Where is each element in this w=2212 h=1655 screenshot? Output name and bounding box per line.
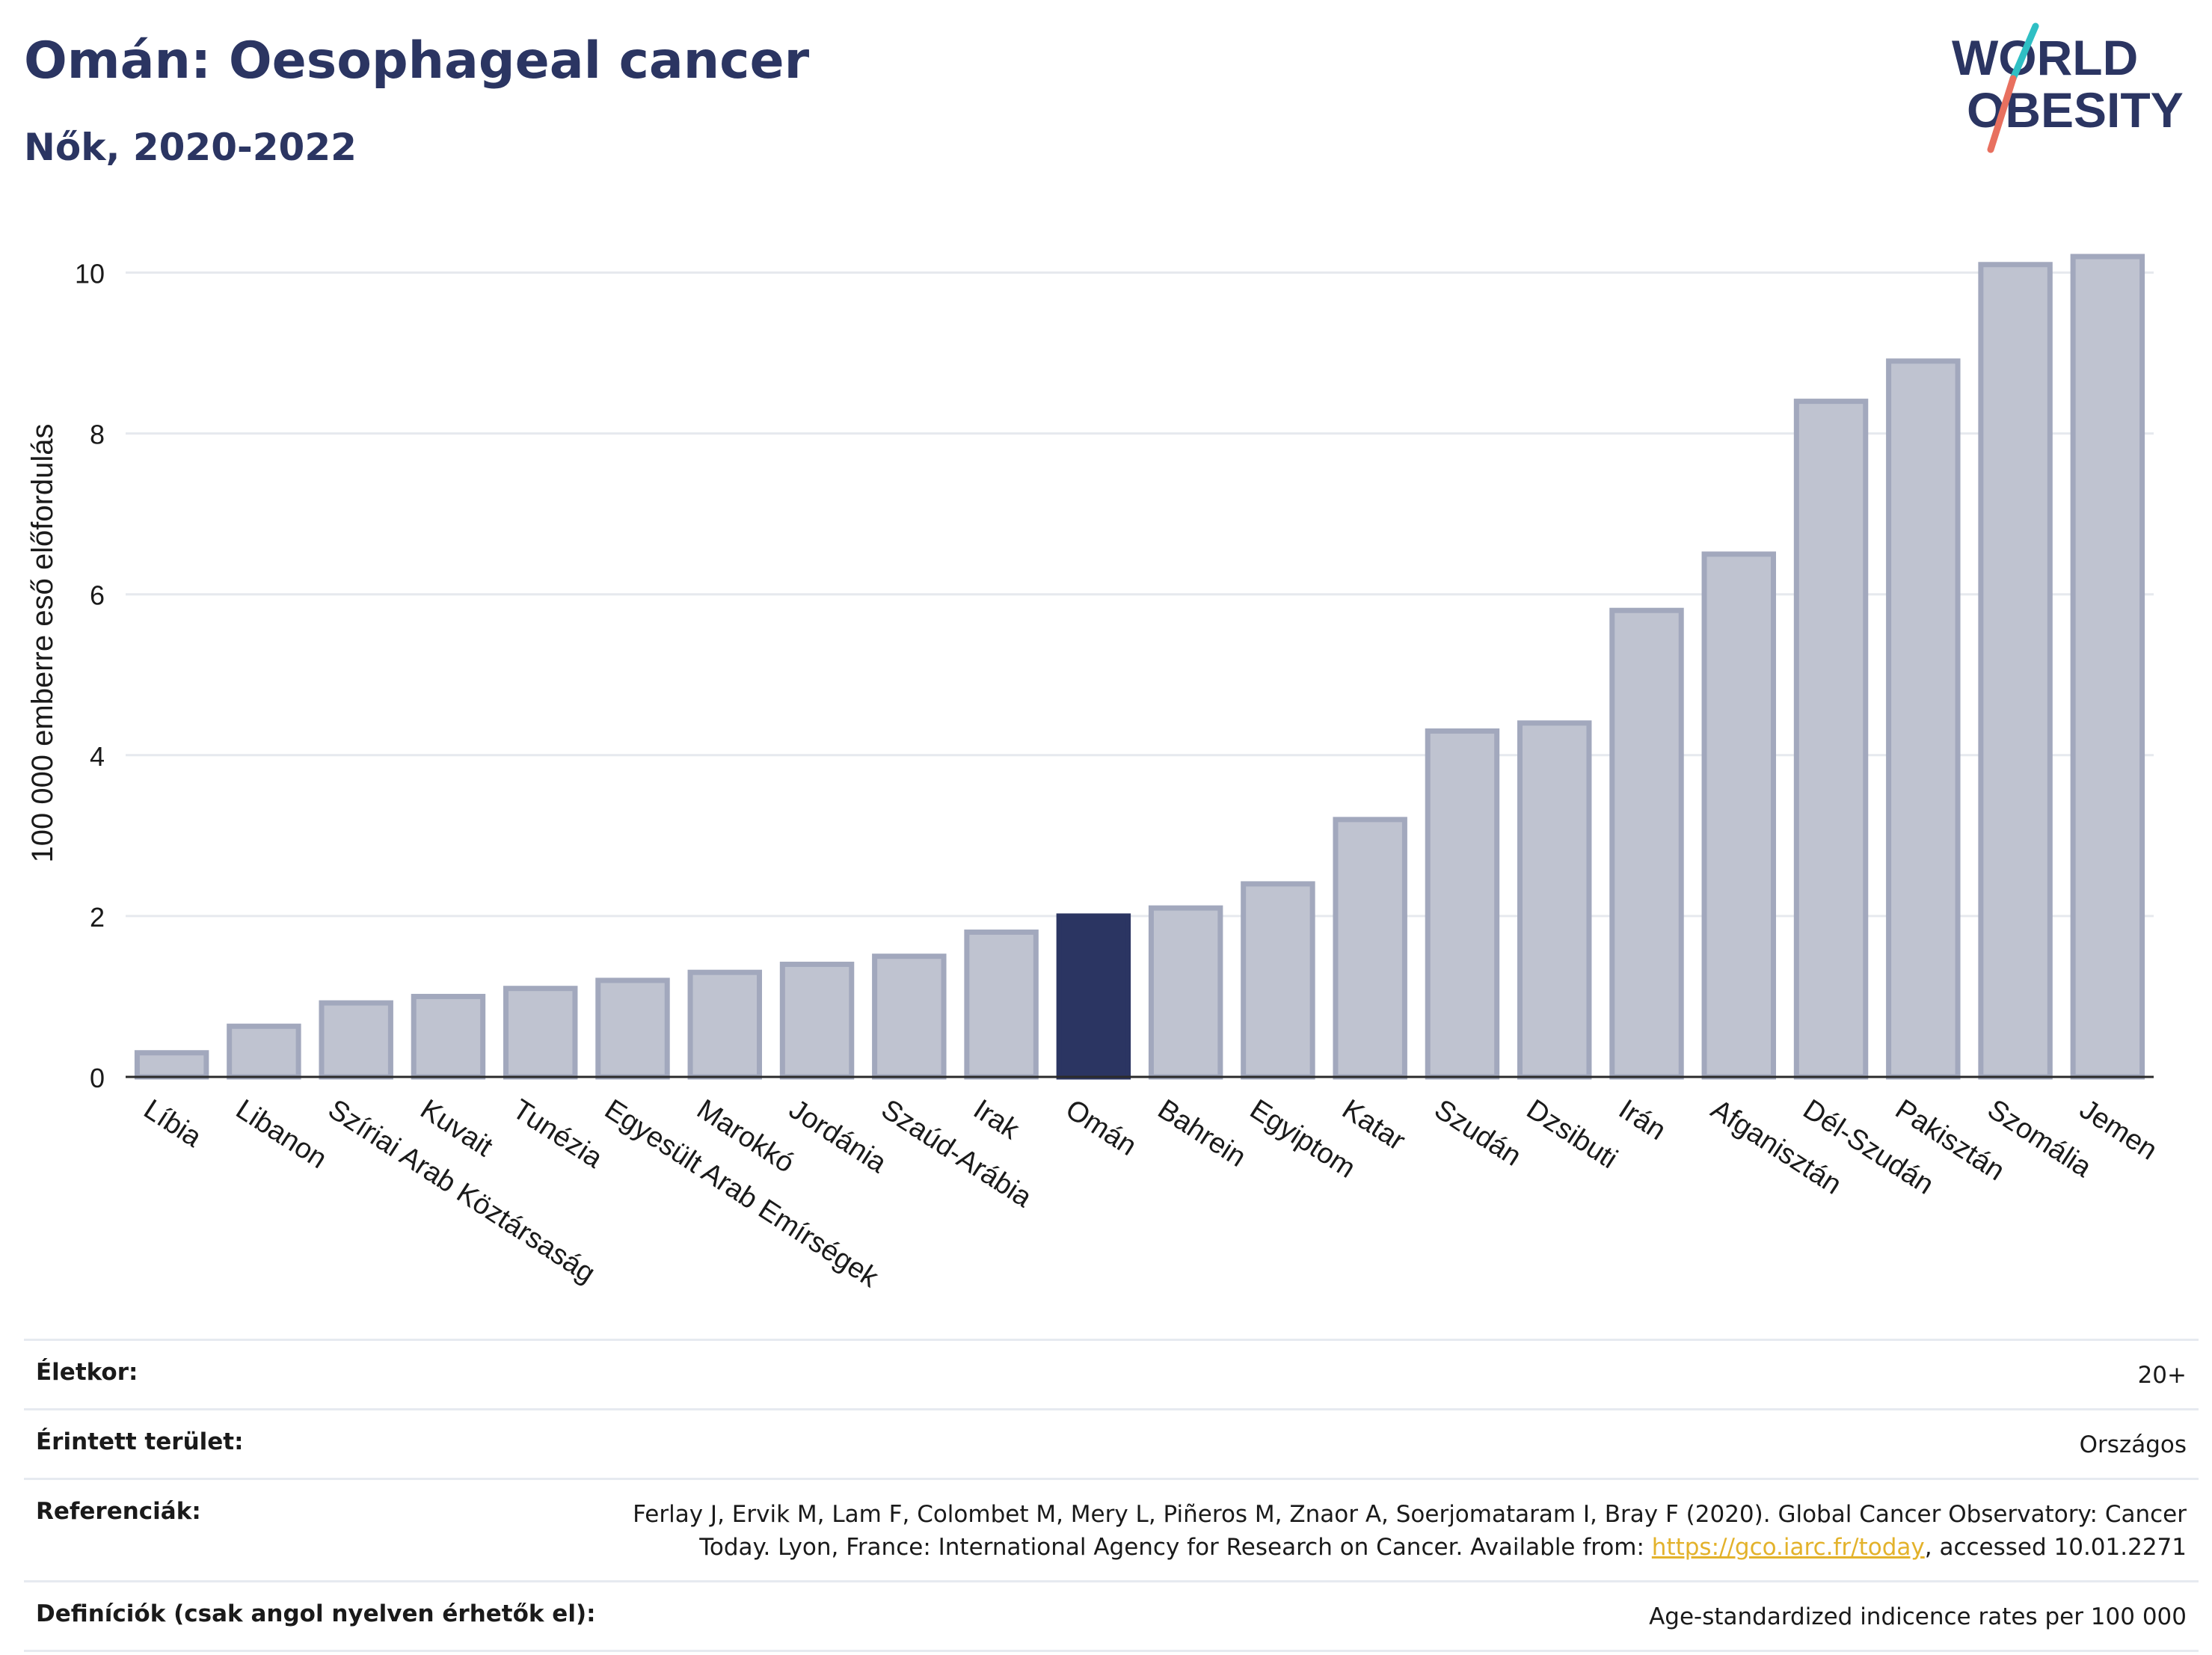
bar-afganisztán xyxy=(1701,551,1776,1080)
info-row-age: Életkor: 20+ xyxy=(24,1339,2199,1408)
bar-egyiptom xyxy=(1241,881,1315,1080)
bar-katar xyxy=(1333,817,1407,1080)
x-tick-label: Dzsibuti xyxy=(1521,1093,1623,1175)
info-row-area: Érintett terület: Országos xyxy=(24,1408,2199,1478)
bar-szíriai-arab-köztársaság xyxy=(319,1000,393,1080)
y-tick-label: 8 xyxy=(90,420,105,450)
bar-jemen xyxy=(2070,254,2145,1080)
x-tick-label: Szudán xyxy=(1429,1093,1527,1172)
bar-irán xyxy=(1609,607,1684,1080)
logo-slash-top xyxy=(2009,22,2039,82)
bar-omán xyxy=(1056,913,1131,1080)
x-tick-label: Líbia xyxy=(138,1093,208,1154)
reference-line-1: Ferlay J, Ervik M, Lam F, Colombet M, Me… xyxy=(633,1501,2187,1528)
chart-subtitle: Nők, 2020-2022 xyxy=(24,126,357,169)
info-row-definitions: Definíciók (csak angol nyelven érhetők e… xyxy=(24,1580,2199,1652)
bar-egyesült-arab-emírségek xyxy=(595,977,670,1080)
bar-szaúd-arábia xyxy=(872,954,947,1080)
y-tick-label: 4 xyxy=(90,741,105,772)
x-tick-label: Libanon xyxy=(230,1093,332,1175)
bar-líbia xyxy=(134,1050,209,1080)
bar-dél-szudán xyxy=(1793,399,1869,1080)
reference-line-2-post: , accessed 10.01.2271 xyxy=(1924,1534,2187,1561)
x-tick-label: Irak xyxy=(968,1093,1025,1146)
bar-bahrein xyxy=(1148,905,1223,1080)
x-tick-label: Jordánia xyxy=(784,1093,893,1179)
bars xyxy=(134,254,2145,1080)
info-label: Életkor: xyxy=(36,1359,138,1386)
reference-line-2-pre: Today. Lyon, France: International Agenc… xyxy=(699,1534,1652,1561)
bar-dzsibuti xyxy=(1517,720,1592,1080)
info-value: Országos xyxy=(2079,1431,2187,1458)
y-axis-label: 100 000 emberre eső előfordulás xyxy=(26,423,59,862)
info-value: Age-standardized indicence rates per 100… xyxy=(1649,1603,2187,1630)
world-obesity-logo: WORLD OBESITY xyxy=(1952,22,2184,153)
y-tick-label: 2 xyxy=(90,902,105,933)
bar-szomália xyxy=(1978,262,2053,1080)
info-table: Életkor: 20+ Érintett terület: Országos … xyxy=(24,1339,2199,1652)
logo-word-world: WORLD xyxy=(1952,30,2138,85)
x-tick-label: Irán xyxy=(1613,1093,1671,1146)
y-tick-label: 10 xyxy=(75,259,105,289)
chart-title: Omán: Oesophageal cancer xyxy=(24,31,810,90)
info-label: Referenciák: xyxy=(36,1498,201,1525)
x-tick-label: Bahrein xyxy=(1152,1093,1252,1173)
bar-irak xyxy=(964,929,1039,1080)
bar-libanon xyxy=(227,1023,301,1080)
x-tick-label: Egyiptom xyxy=(1244,1093,1361,1184)
bar-pakisztán xyxy=(1886,358,1961,1080)
info-value: 20+ xyxy=(2137,1362,2187,1389)
bar-jordánia xyxy=(779,961,855,1080)
reference-text: Ferlay J, Ervik M, Lam F, Colombet M, Me… xyxy=(633,1498,2187,1564)
y-tick-label: 6 xyxy=(90,580,105,611)
bar-kuvait xyxy=(411,993,486,1080)
logo-slash-bottom xyxy=(1987,75,2017,153)
info-row-references: Referenciák: Ferlay J, Ervik M, Lam F, C… xyxy=(24,1478,2199,1580)
info-label: Definíciók (csak angol nyelven érhetők e… xyxy=(36,1600,596,1627)
bar-szudán xyxy=(1425,728,1500,1080)
y-tick-label: 0 xyxy=(90,1063,105,1093)
reference-link[interactable]: https://gco.iarc.fr/today xyxy=(1651,1534,1925,1561)
x-tick-label: Tunézia xyxy=(507,1093,609,1175)
bar-marokkó xyxy=(687,969,763,1080)
x-tick-label: Katar xyxy=(1336,1093,1410,1157)
bar-tunézia xyxy=(503,986,578,1080)
x-tick-label: Omán xyxy=(1060,1093,1142,1162)
info-label: Érintett terület: xyxy=(36,1428,244,1455)
